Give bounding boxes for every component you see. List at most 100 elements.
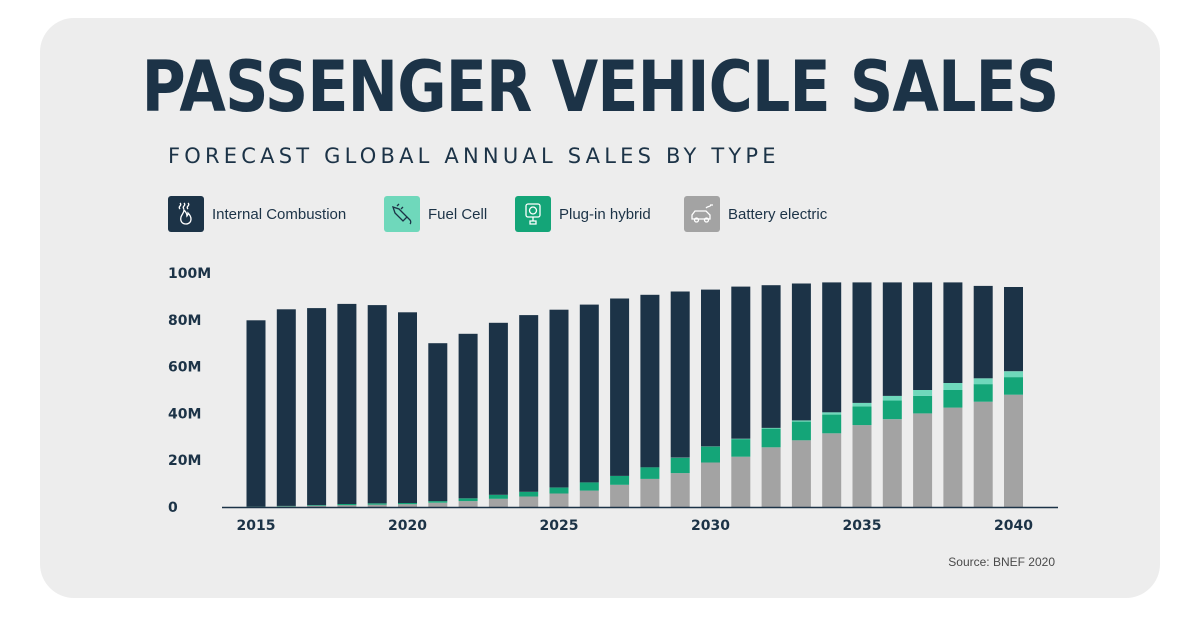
bar-segment-battery-electric [1004,394,1023,507]
page-subtitle: FORECAST GLOBAL ANNUAL SALES BY TYPE [168,144,780,168]
electric-car-icon [684,196,720,232]
bar-segment-plug-in-hybrid [882,400,902,420]
bar-segment-battery-electric [610,484,630,507]
legend-item-plug-in-hybrid: Plug-in hybrid [515,196,651,232]
bar-segment-internal-combustion [610,298,630,476]
bar-segment-battery-electric [337,505,357,507]
bar-segment-internal-combustion [731,286,751,439]
bar-segment-battery-electric [307,505,327,507]
bar-segment-internal-combustion [701,289,720,447]
y-tick-label: 0 [168,500,178,516]
x-tick-label: 2035 [843,518,882,534]
bar-segment-fuel-cell [852,402,872,407]
bar-segment-plug-in-hybrid [973,384,993,402]
y-tick-label: 100M [168,266,211,282]
bar-segment-internal-combustion [488,322,508,495]
x-tick-label: 2020 [388,518,427,534]
bar-segment-plug-in-hybrid [852,406,872,426]
bar-segment-internal-combustion [549,309,569,488]
bar-segment-plug-in-hybrid [579,482,599,491]
bar-segment-internal-combustion [519,315,539,492]
legend-label: Fuel Cell [428,205,488,223]
bar-segment-battery-electric [398,504,417,507]
bar-segment-internal-combustion [761,285,781,428]
bar-segment-internal-combustion [307,308,327,506]
bar-segment-internal-combustion [367,305,387,504]
bar-segment-internal-combustion [276,309,296,506]
bar-segment-internal-combustion [246,320,266,507]
y-tick-label: 20M [168,453,201,469]
bar-segment-plug-in-hybrid [791,421,811,441]
bar-segment-plug-in-hybrid [761,428,781,448]
bar-segment-internal-combustion [579,304,599,483]
bar-segment-internal-combustion [428,343,448,502]
x-tick-label: 2015 [237,518,276,534]
bar-segment-internal-combustion [1004,287,1023,372]
bar-segment-plug-in-hybrid [458,498,478,502]
bar-segment-plug-in-hybrid [428,501,448,503]
bar-segment-battery-electric [913,413,933,507]
page-title: PASSENGER VEHICLE SALES [141,46,1060,128]
bar-segment-plug-in-hybrid [1004,377,1023,395]
bar-segment-battery-electric [488,498,508,507]
bar-segment-plug-in-hybrid [670,457,690,474]
bar-segment-internal-combustion [458,333,478,499]
legend-label: Battery electric [728,205,828,223]
bar-segment-plug-in-hybrid [549,487,569,494]
y-tick-label: 40M [168,406,201,422]
bar-segment-plug-in-hybrid [822,414,842,434]
legend-item-battery-electric: Battery electric [684,196,827,232]
x-tick-label: 2025 [540,518,579,534]
flame-heat-icon [168,196,204,232]
bar-segment-internal-combustion [943,282,963,383]
legend-item-internal-combustion: Internal Combustion [168,196,346,232]
legend-item-fuel-cell: Fuel Cell [384,196,487,232]
x-tick-label: 2030 [691,518,730,534]
bar-segment-fuel-cell [761,427,781,429]
bar-segment-battery-electric [761,447,781,507]
bar-segment-battery-electric [731,456,751,507]
bar-segment-plug-in-hybrid [913,395,933,414]
bar-segment-battery-electric [882,419,902,508]
legend-label: Plug-in hybrid [559,205,651,223]
bar-segment-plug-in-hybrid [276,505,296,507]
plug-charger-icon [515,196,551,232]
bar-segment-plug-in-hybrid [307,505,327,506]
infographic-card [40,18,1160,598]
bar-segment-plug-in-hybrid [488,494,508,499]
bar-segment-internal-combustion [791,283,811,421]
bar-segment-fuel-cell [791,420,811,422]
bar-segment-internal-combustion [852,282,872,403]
bar-segment-internal-combustion [822,282,842,413]
bar-segment-plug-in-hybrid [943,390,963,408]
bar-segment-fuel-cell [943,383,963,390]
bar-segment-battery-electric [519,496,539,507]
bar-segment-battery-electric [791,440,811,507]
bar-segment-internal-combustion [913,282,933,390]
bar-segment-battery-electric [458,501,478,507]
source-note: Source: BNEF 2020 [948,555,1055,569]
bar-segment-battery-electric [428,502,448,507]
bar-segment-plug-in-hybrid [610,475,630,485]
bar-segment-battery-electric [367,504,387,507]
bar-segment-plug-in-hybrid [398,503,417,505]
bar-segment-battery-electric [670,473,690,507]
bar-segment-battery-electric [701,462,720,507]
bar-segment-fuel-cell [731,438,751,440]
bar-segment-plug-in-hybrid [367,503,387,505]
bar-segment-fuel-cell [822,412,842,415]
bar-segment-plug-in-hybrid [701,446,720,463]
bar-segment-battery-electric [943,407,963,507]
bar-segment-internal-combustion [882,282,902,396]
bar-segment-battery-electric [640,478,660,507]
bar-segment-plug-in-hybrid [519,491,539,497]
bar-segment-internal-combustion [337,303,357,504]
bar-segment-plug-in-hybrid [337,504,357,506]
bar-segment-internal-combustion [973,285,993,379]
bar-segment-plug-in-hybrid [731,439,751,457]
legend-label: Internal Combustion [212,205,347,223]
bar-segment-battery-electric [822,433,842,507]
bar-segment-battery-electric [276,506,296,507]
y-tick-label: 80M [168,313,201,329]
